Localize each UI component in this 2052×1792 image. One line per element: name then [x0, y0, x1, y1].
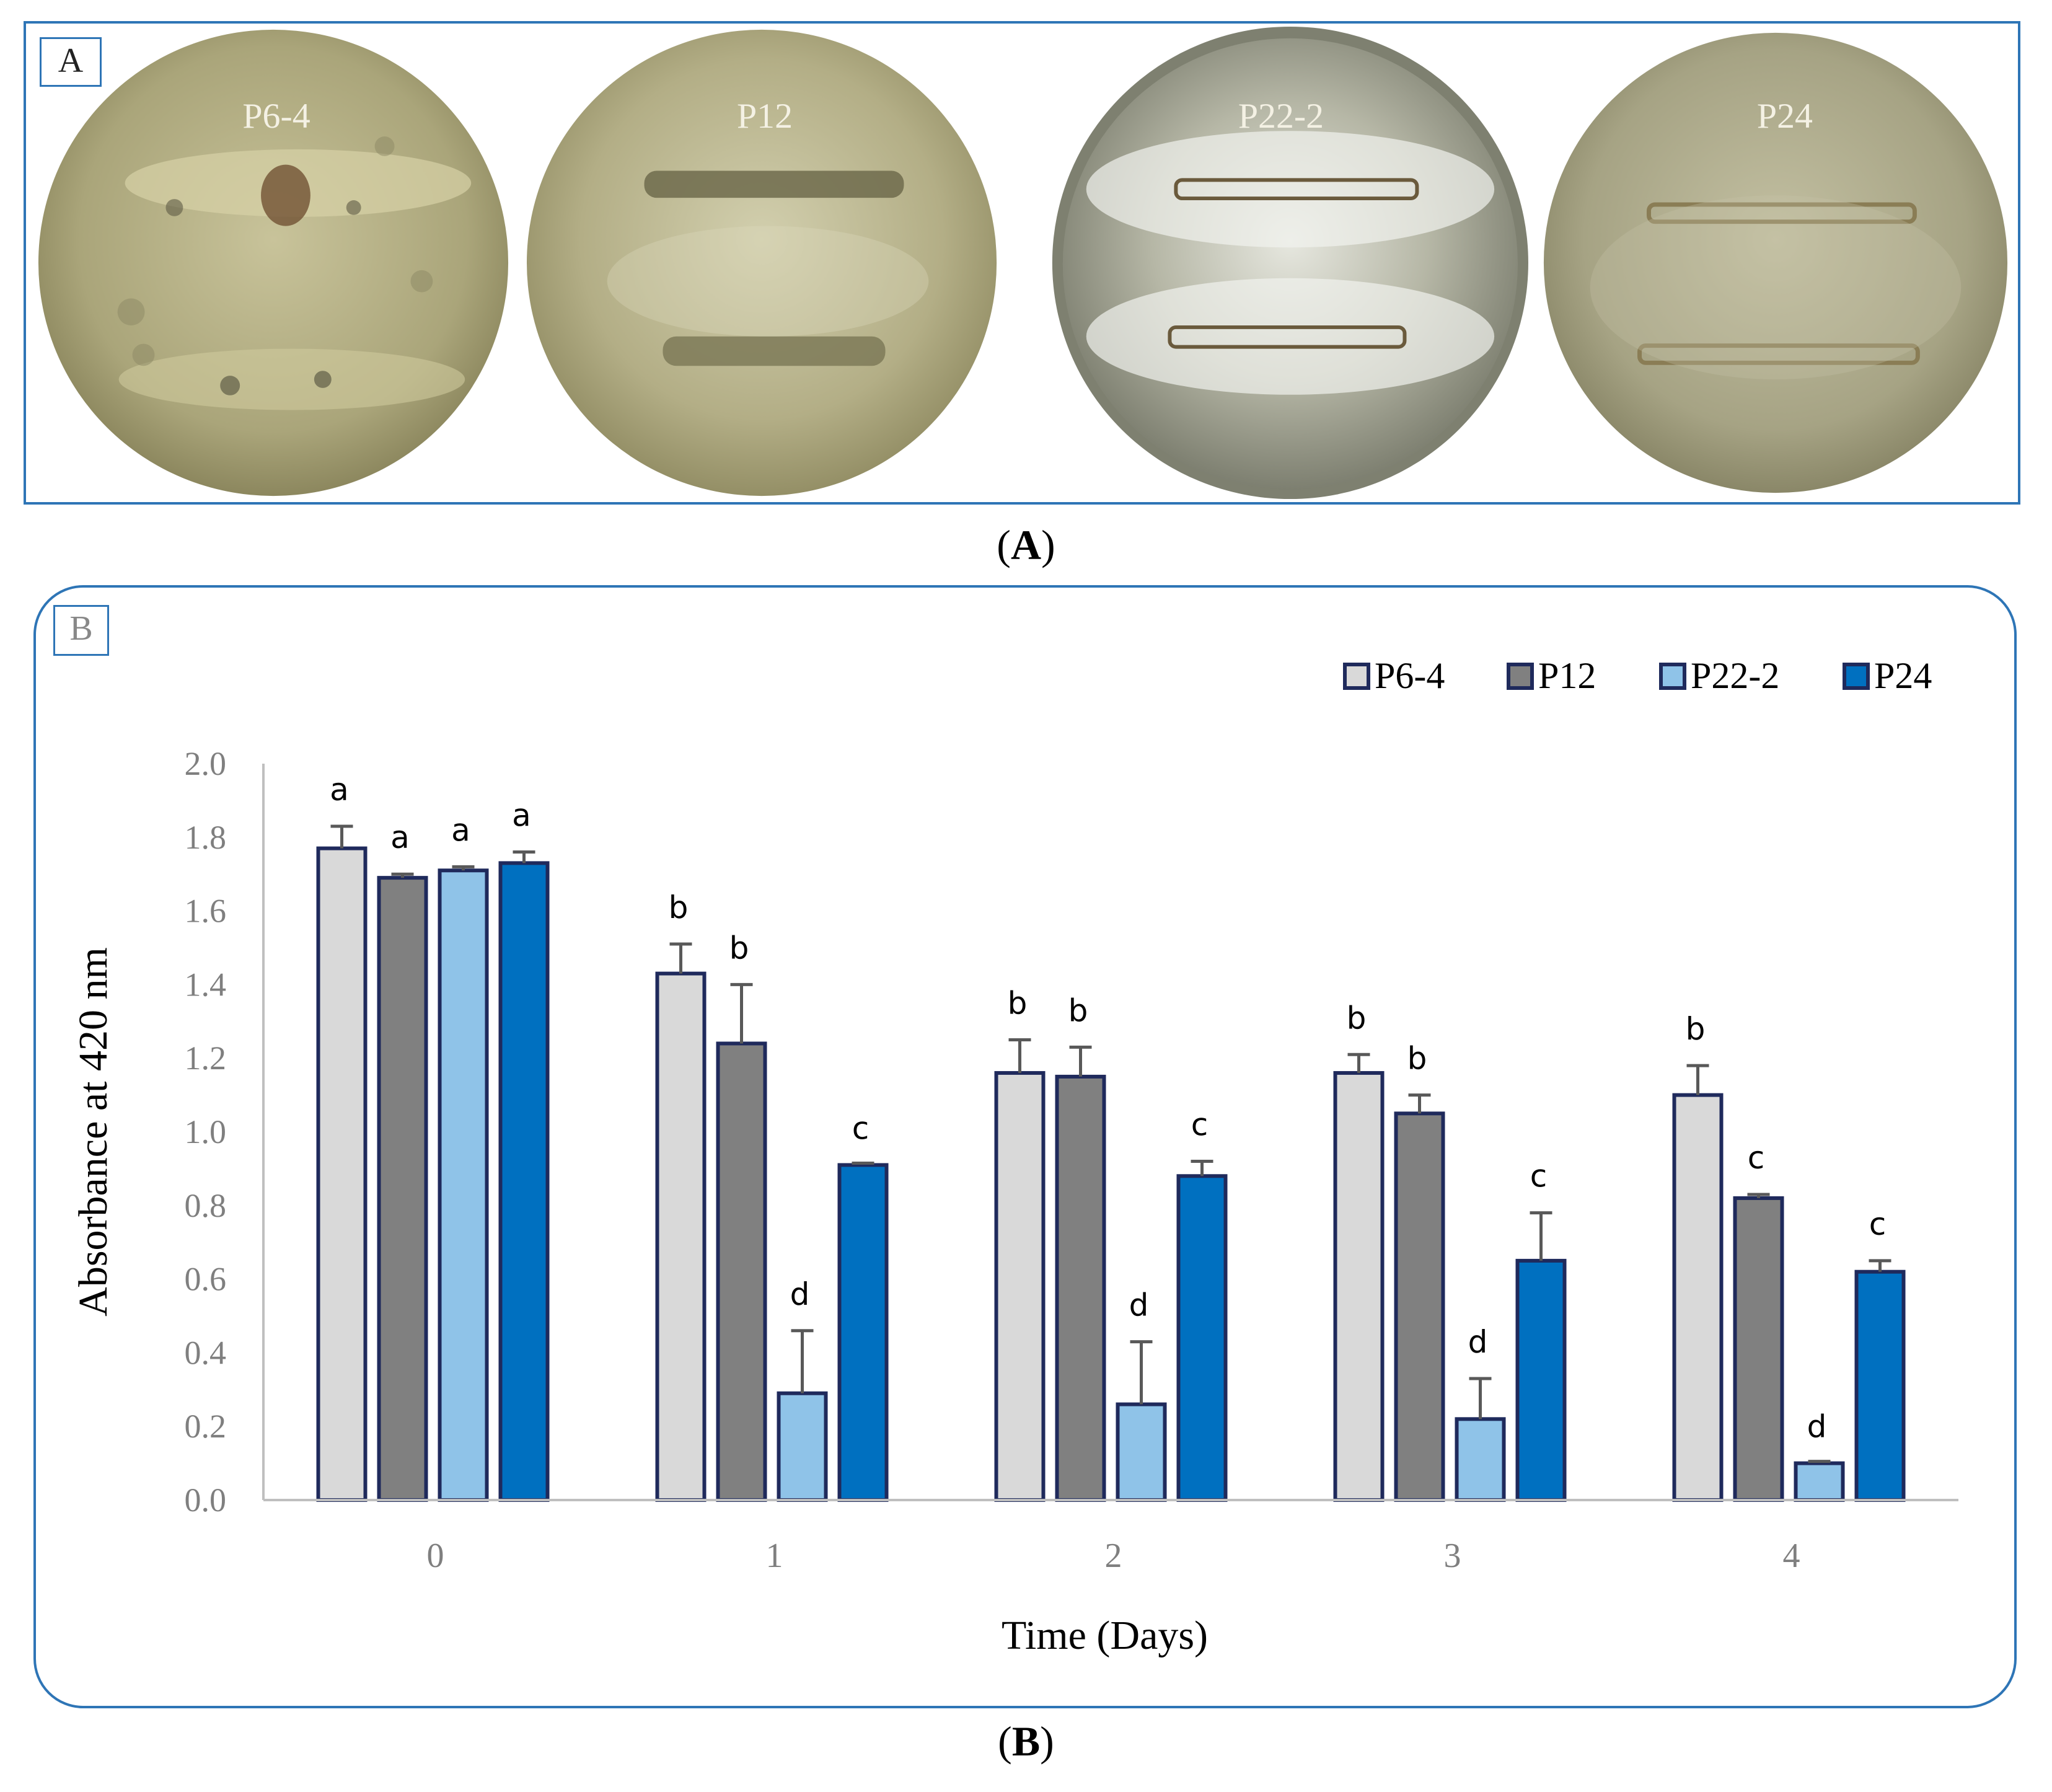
plates-photo: P6-4 P12 P22-2 P24: [38, 26, 2008, 500]
plate-p22-2: [1052, 26, 1528, 500]
caption-b-letter: B: [1011, 1718, 1041, 1765]
caption-a-letter: A: [1010, 521, 1042, 568]
plate-label-p22-2: P22-2: [1238, 97, 1324, 136]
plate-label-p24: P24: [1757, 97, 1813, 136]
plate-p24: [1543, 32, 2008, 493]
panel-b-chart: B: [33, 585, 2017, 1708]
plate-p6-4: [38, 29, 509, 497]
plate-label-p12: P12: [737, 97, 793, 136]
caption-a: (A): [997, 521, 1055, 568]
plate-p12: [526, 29, 997, 497]
panel-a-plates: P6-4 P12 P22-2 P24 A: [24, 21, 2020, 505]
caption-b: (B): [998, 1718, 1054, 1765]
panel-tag-b: B: [53, 605, 109, 656]
plate-label-p6-4: P6-4: [242, 97, 310, 136]
panel-tag-a: A: [40, 37, 102, 87]
